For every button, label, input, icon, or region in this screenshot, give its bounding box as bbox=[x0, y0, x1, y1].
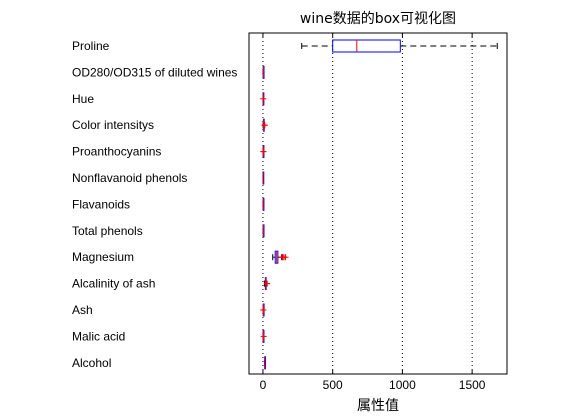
box-iqr bbox=[332, 39, 401, 53]
x-axis-label: 属性值 bbox=[357, 398, 399, 414]
category-label: Proanthocyanins bbox=[72, 145, 161, 159]
category-label: OD280/OD315 of diluted wines bbox=[72, 65, 237, 79]
box-alcalinity-of-ash bbox=[263, 277, 271, 291]
box-proline bbox=[301, 39, 498, 53]
x-axis-ticks: 0 500 1000 1500 bbox=[260, 33, 486, 392]
box-od280-od315-of-diluted-wines bbox=[262, 65, 265, 79]
chart-title: wine数据的box可视化图 bbox=[300, 11, 456, 27]
box-alcohol bbox=[263, 356, 266, 370]
box-series bbox=[260, 39, 498, 370]
box-flavanoids bbox=[262, 197, 265, 211]
category-label: Proline bbox=[72, 39, 110, 53]
box-proanthocyanins bbox=[260, 145, 267, 159]
x-tick-label: 500 bbox=[323, 378, 343, 392]
box-nonflavanoid-phenols bbox=[262, 171, 265, 185]
plot-area bbox=[248, 32, 508, 375]
box-malic-acid bbox=[260, 329, 267, 343]
box-color-intensitys bbox=[261, 118, 268, 132]
category-label: Magnesium bbox=[72, 250, 134, 264]
category-label: Total phenols bbox=[72, 224, 143, 238]
category-label: Nonflavanoid phenols bbox=[72, 171, 187, 185]
box-ash bbox=[260, 303, 267, 317]
category-label: Flavanoids bbox=[72, 197, 130, 211]
box-total-phenols bbox=[262, 224, 265, 238]
x-tick-label: 1500 bbox=[459, 378, 486, 392]
box-hue bbox=[260, 92, 267, 106]
category-label: Malic acid bbox=[72, 329, 125, 343]
category-label: Hue bbox=[72, 92, 94, 106]
category-label: Alcohol bbox=[72, 356, 111, 370]
category-label: Ash bbox=[72, 303, 93, 317]
x-tick-label: 0 bbox=[260, 378, 267, 392]
category-labels: Proline OD280/OD315 of diluted wines Hue Co… bbox=[72, 39, 237, 370]
category-label: Alcalinity of ash bbox=[72, 277, 155, 291]
category-label: Color intensitys bbox=[72, 118, 154, 132]
x-tick-label: 1000 bbox=[389, 378, 416, 392]
box-magnesium bbox=[272, 250, 289, 264]
grid-lines bbox=[262, 33, 473, 374]
